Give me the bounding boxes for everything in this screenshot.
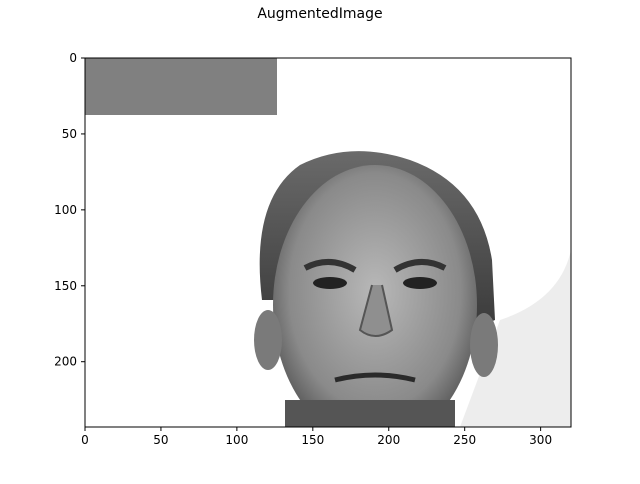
x-tick-label: 50 [153,433,168,447]
x-tick-label: 100 [225,433,248,447]
x-tick-label: 0 [81,433,89,447]
y-tick-label: 50 [62,127,77,141]
chart-title: AugmentedImage [257,6,382,22]
y-tick-label: 100 [54,203,77,217]
image [85,58,571,427]
axes-frame [84,57,572,428]
y-tick-label: 150 [54,279,77,293]
y-tick-label: 0 [69,51,77,65]
x-tick-label: 250 [453,433,476,447]
x-tick-label: 300 [529,433,552,447]
x-tick-label: 150 [301,433,324,447]
y-tick-label: 200 [54,355,77,369]
x-tick-label: 200 [377,433,400,447]
